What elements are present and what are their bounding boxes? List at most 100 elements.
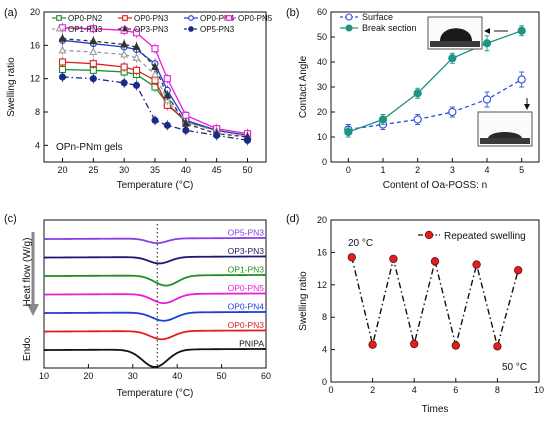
legend-label-OP0-PN2: OP0-PN2 [68, 14, 103, 23]
data-point [120, 49, 129, 58]
d-ytick-label: 12 [317, 280, 327, 290]
c-xtick-label: 10 [39, 371, 49, 381]
data-point [163, 90, 172, 99]
data-point [151, 62, 159, 71]
endo-arrow [27, 232, 39, 316]
data-point [151, 116, 159, 124]
c-xtick-label: 30 [128, 371, 138, 381]
panel-d: (d) 0 2 4 6 8 10 0 4 8 12 16 20 Repeated swelling 2… [286, 213, 544, 415]
y-axis-label-b: Contact Angle [298, 55, 309, 118]
series-line-OP5-PN3 [62, 76, 248, 141]
data-point [132, 66, 141, 74]
legend-marker-OP5-PN3 [188, 26, 194, 32]
data-point [482, 95, 492, 104]
a-xtick-label: 45 [212, 165, 222, 175]
dsc-curve-OP3-PN3 [43, 255, 267, 265]
data-point [132, 81, 141, 89]
b-ytick-label: 60 [317, 7, 327, 17]
a-ytick-label: 16 [30, 40, 40, 50]
curve-label-OP5-PN3: OP5-PN3 [228, 228, 265, 238]
data-point [89, 75, 97, 83]
legend-marker-OP1-PN3 [55, 24, 63, 32]
a-xtick-label: 40 [181, 165, 191, 175]
ticks-c: 10 20 30 40 50 60 [39, 364, 271, 381]
b-ytick-label: 50 [317, 32, 327, 42]
x-axis-label-c: Temperature (°C) [117, 388, 194, 399]
y-axis-label-d: Swelling ratio [298, 271, 309, 331]
b-xtick-label: 5 [519, 165, 524, 175]
b-ytick-label: 10 [317, 132, 327, 142]
panel-label-d: (d) [286, 213, 299, 225]
data-point [448, 54, 457, 63]
panel-label-a: (a) [4, 7, 17, 19]
b-xtick-label: 4 [484, 165, 489, 175]
series-layer-d [347, 253, 523, 351]
b-ytick-label: 20 [317, 107, 327, 117]
data-point [120, 79, 128, 87]
series-line-repeated-swelling [351, 257, 519, 350]
data-point [58, 33, 67, 42]
x-axis-label-a: Temperature (°C) [117, 180, 194, 191]
b-ytick-label: 40 [317, 57, 327, 67]
legend-marker-0 [345, 13, 353, 21]
data-point [344, 127, 353, 137]
legend-label-1: Break section [362, 23, 417, 33]
panel-c: (c) 10 20 30 40 50 60 OP5-PN3OP3-PN3OP1-PN3OP… [4, 213, 271, 399]
legend-label-OP5-PN3: OP5-PN3 [200, 25, 235, 34]
legend-marker-1 [345, 24, 353, 32]
b-ytick-label: 30 [317, 82, 327, 92]
legend-a: OP0-PN2 OP0-PN3 OP0-PN4 OP0-PN5 OP1-PN3 OP3-P… [52, 14, 273, 34]
endo-label: Endo. [22, 335, 33, 361]
b-xtick-label: 0 [346, 165, 351, 175]
arrowhead-top [484, 28, 490, 34]
a-ytick-label: 12 [30, 74, 40, 84]
curve-label-OP3-PN3: OP3-PN3 [228, 246, 265, 256]
curve-label-OP0-PN3: OP0-PN3 [228, 320, 265, 330]
a-xtick-label: 30 [119, 165, 129, 175]
data-point [89, 36, 98, 45]
d-ytick-label: 20 [317, 215, 327, 225]
a-ytick-label: 4 [35, 140, 40, 150]
data-point [58, 58, 67, 66]
c-xtick-label: 60 [261, 371, 271, 381]
ticks-d: 0 2 4 6 8 10 0 4 8 12 16 20 [317, 215, 544, 395]
data-point [413, 115, 422, 124]
data-point [389, 254, 398, 264]
curve-label-OP1-PN3: OP1-PN3 [228, 265, 265, 275]
data-point [132, 42, 141, 51]
legend-d: Repeated swelling [418, 230, 526, 242]
dsc-curve-PNIPA [43, 348, 267, 368]
legend-label-OP0-PN5: OP0-PN5 [238, 14, 273, 23]
data-point [163, 75, 171, 83]
legend-marker-OP3-PN3 [121, 24, 129, 32]
d-xtick-label: 8 [495, 385, 500, 395]
data-point [482, 39, 492, 48]
d-ytick-label: 0 [322, 377, 327, 387]
droplet-image-bottom [477, 111, 533, 147]
d-xtick-label: 10 [534, 385, 544, 395]
legend-marker-repeated-swelling [424, 230, 434, 240]
y-axis-label-c: Heat flow (W/g) [22, 238, 33, 307]
b-xtick-label: 3 [450, 165, 455, 175]
series-line-break-section [348, 30, 522, 133]
data-point [347, 253, 356, 262]
data-point [89, 25, 97, 33]
c-xtick-label: 50 [217, 371, 227, 381]
y-axis-label-a: Swelling ratio [6, 57, 17, 117]
legend-marker-OP0-PN4 [188, 15, 194, 21]
data-point [120, 63, 128, 71]
data-point [89, 60, 97, 68]
legend-marker-OP0-PN2 [56, 15, 62, 21]
legend-marker-OP0-PN3 [122, 15, 128, 21]
legend-label-repeated-swelling: Repeated swelling [444, 231, 526, 242]
a-xtick-label: 20 [57, 165, 67, 175]
curve-label-OP0-PN4: OP0-PN4 [228, 302, 265, 312]
plot-frame-d [330, 219, 540, 383]
annotation-50c: 50 °C [502, 362, 527, 373]
legend-label-OP1-PN3: OP1-PN3 [68, 25, 103, 34]
d-xtick-label: 6 [453, 385, 458, 395]
